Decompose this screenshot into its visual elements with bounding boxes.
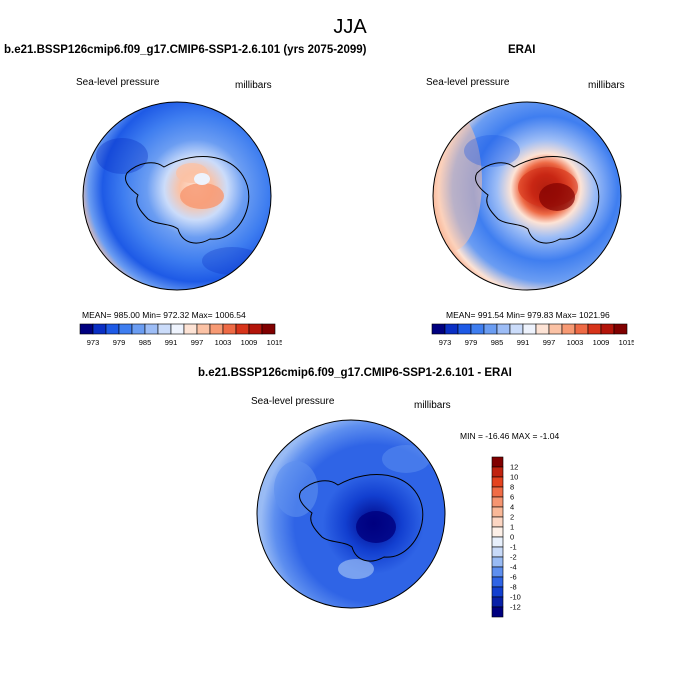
- colorbar-box: [613, 323, 628, 335]
- colorbar-tick-label: -10: [510, 593, 521, 602]
- colorbar-tick-label: -1: [510, 543, 517, 552]
- colorbar-box: [587, 323, 602, 335]
- colorbar-box: [600, 323, 615, 335]
- panel-1-colorbar: 973 979 985 991 997 1003 1009 1015: [79, 323, 282, 347]
- panel-3-units-label: millibars: [414, 400, 451, 411]
- panel-1-map: [82, 101, 272, 291]
- colorbar-box: [209, 323, 224, 335]
- colorbar-tick-label: -8: [510, 583, 517, 592]
- colorbar-box: [522, 323, 537, 335]
- colorbar-tick-label: 985: [491, 338, 504, 347]
- panel-1-stats: MEAN= 985.00 Min= 972.32 Max= 1006.54: [82, 310, 246, 320]
- colorbar-box: [144, 323, 159, 335]
- colorbar-box: [509, 323, 524, 335]
- colorbar-box: [491, 536, 504, 548]
- colorbar-box: [457, 323, 472, 335]
- panel-3-title: b.e21.BSSP126cmip6.f09_g17.CMIP6-SSP1-2.…: [198, 367, 512, 379]
- colorbar-box: [491, 486, 504, 498]
- panel-2-title: ERAI: [508, 44, 536, 56]
- colorbar-box: [170, 323, 185, 335]
- colorbar-tick-label: 10: [510, 473, 518, 482]
- colorbar-box: [491, 586, 504, 598]
- colorbar-box: [483, 323, 498, 335]
- colorbar-box: [248, 323, 263, 335]
- panel-2-colorbar: 973 979 985 991 997 1003 1009 1015: [431, 323, 634, 347]
- colorbar-box: [491, 596, 504, 608]
- colorbar-box: [431, 323, 446, 335]
- colorbar-box: [574, 323, 589, 335]
- colorbar-tick-label: 979: [465, 338, 478, 347]
- colorbar-box: [105, 323, 120, 335]
- panel-3-map: [256, 419, 446, 609]
- colorbar-tick-label: 1015: [619, 338, 634, 347]
- panel-2-stats: MEAN= 991.54 Min= 979.83 Max= 1021.96: [446, 310, 610, 320]
- colorbar-tick-label: 0: [510, 533, 514, 542]
- colorbar-tick-label: 973: [87, 338, 100, 347]
- colorbar-box: [491, 546, 504, 558]
- colorbar-tick-label: 2: [510, 513, 514, 522]
- colorbar-tick-label: 979: [113, 338, 126, 347]
- panel-1-variable-label: Sea-level pressure: [76, 77, 160, 88]
- colorbar-box: [491, 466, 504, 478]
- colorbar-tick-label: -6: [510, 573, 517, 582]
- colorbar-tick-label: 1015: [267, 338, 282, 347]
- colorbar-box: [535, 323, 550, 335]
- colorbar-box: [491, 566, 504, 578]
- colorbar-box: [496, 323, 511, 335]
- colorbar-tick-label: 997: [191, 338, 204, 347]
- colorbar-box: [470, 323, 485, 335]
- colorbar-box: [491, 516, 504, 528]
- colorbar-box: [183, 323, 198, 335]
- colorbar-tick-label: 973: [439, 338, 452, 347]
- colorbar-tick-label: 991: [517, 338, 530, 347]
- colorbar-box: [196, 323, 211, 335]
- panel-2-units-label: millibars: [588, 80, 625, 91]
- colorbar-tick-label: 8: [510, 483, 514, 492]
- colorbar-tick-label: 1009: [241, 338, 258, 347]
- colorbar-box: [131, 323, 146, 335]
- main-title: JJA: [333, 16, 367, 38]
- colorbar-box: [491, 506, 504, 518]
- panel-2-variable-label: Sea-level pressure: [426, 77, 510, 88]
- colorbar-tick-label: 985: [139, 338, 152, 347]
- panel-3-variable-label: Sea-level pressure: [251, 396, 335, 407]
- colorbar-tick-label: 997: [543, 338, 556, 347]
- colorbar-tick-label: 1003: [567, 338, 584, 347]
- panel-2-map: [432, 101, 622, 291]
- panel-1-units-label: millibars: [235, 80, 272, 91]
- colorbar-box: [222, 323, 237, 335]
- colorbar-box: [491, 526, 504, 538]
- colorbar-tick-label: 12: [510, 463, 518, 472]
- colorbar-tick-label: -4: [510, 563, 517, 572]
- colorbar-box: [548, 323, 563, 335]
- colorbar-box: [491, 496, 504, 508]
- colorbar-box: [491, 456, 504, 468]
- colorbar-box: [261, 323, 276, 335]
- colorbar-tick-label: 1003: [215, 338, 232, 347]
- colorbar-box: [491, 556, 504, 568]
- colorbar-box: [491, 476, 504, 488]
- colorbar-box: [235, 323, 250, 335]
- colorbar-box: [561, 323, 576, 335]
- colorbar-tick-label: 6: [510, 493, 514, 502]
- colorbar-box: [444, 323, 459, 335]
- colorbar-tick-label: -2: [510, 553, 517, 562]
- colorbar-tick-label: -12: [510, 603, 521, 612]
- colorbar-box: [118, 323, 133, 335]
- colorbar-box: [157, 323, 172, 335]
- colorbar-tick-label: 991: [165, 338, 178, 347]
- colorbar-box: [491, 606, 504, 618]
- panel-3-stats: MIN = -16.46 MAX = -1.04: [460, 431, 560, 441]
- colorbar-box: [92, 323, 107, 335]
- colorbar-box: [491, 576, 504, 588]
- colorbar-box: [79, 323, 94, 335]
- panel-1-title: b.e21.BSSP126cmip6.f09_g17.CMIP6-SSP1-2.…: [4, 44, 367, 56]
- colorbar-tick-label: 1009: [593, 338, 610, 347]
- colorbar-tick-label: 1: [510, 523, 514, 532]
- colorbar-tick-label: 4: [510, 503, 514, 512]
